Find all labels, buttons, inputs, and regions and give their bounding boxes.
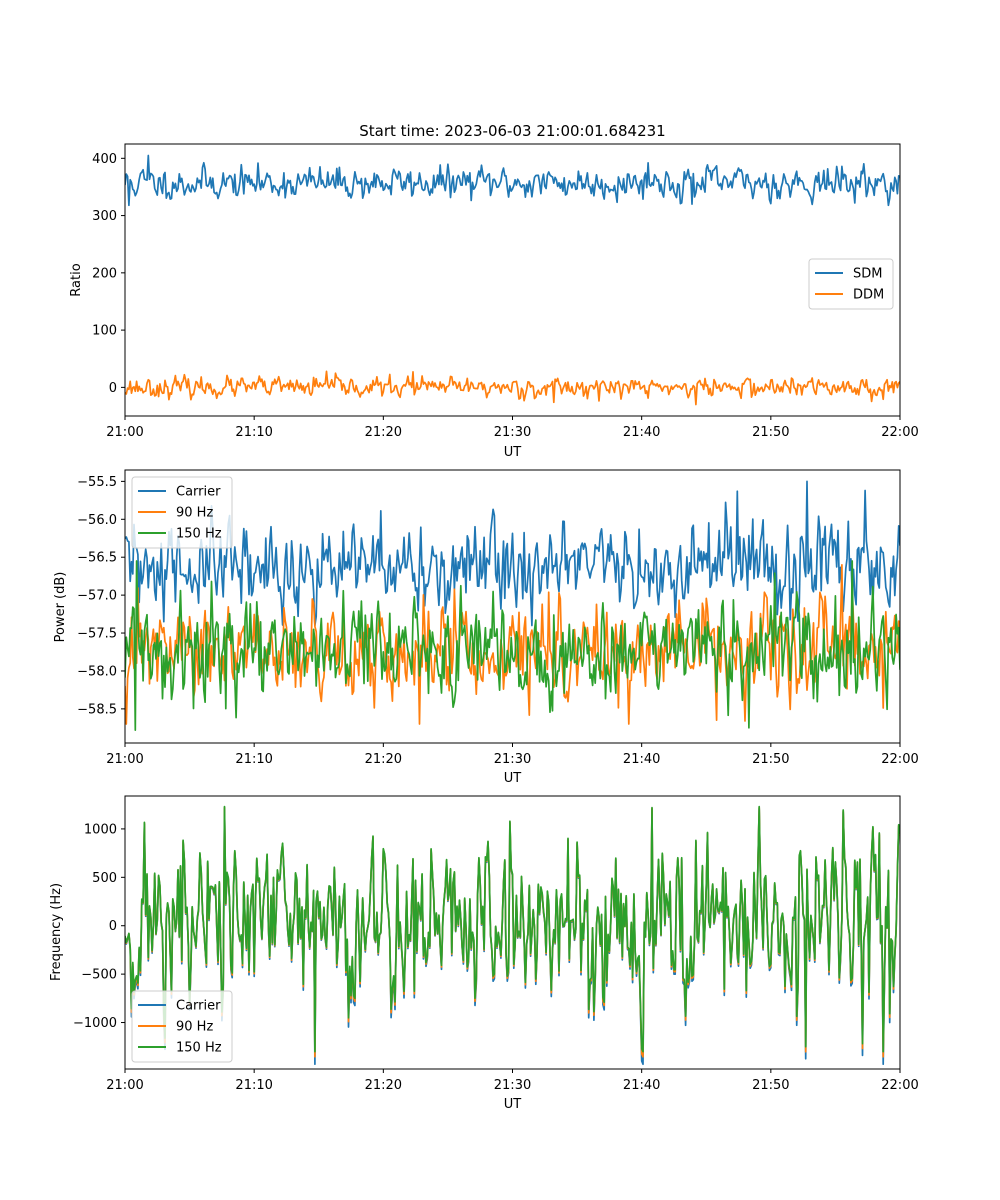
- x-tick-label: 21:50: [752, 752, 789, 767]
- x-tick-label: 21:50: [752, 1078, 789, 1093]
- plot-area-ratio: 21:00 21:10 21:20 21:30 21:40 21:50 22:00 0 100 2…: [92, 143, 919, 440]
- y-tick-label: −57.5: [77, 627, 117, 642]
- legend-box: [131, 990, 233, 1063]
- y-tick-label: 500: [92, 871, 117, 886]
- x-axis-label-ratio: UT: [504, 445, 522, 460]
- x-tick-label: 21:30: [494, 752, 531, 767]
- y-tick-label: −57.0: [77, 589, 117, 604]
- series-line-carrier: [125, 480, 900, 627]
- legend: SDM DDM: [808, 258, 894, 310]
- legend-label: Carrier: [176, 999, 221, 1014]
- y-axis-label-ratio: Ratio: [69, 263, 84, 296]
- legend-label: 150 Hz: [176, 527, 222, 542]
- legend-label: 90 Hz: [176, 1020, 213, 1035]
- plot-area-frequency: 21:00 21:10 21:20 21:30 21:40 21:50 22:00 −1000…: [73, 795, 919, 1093]
- x-tick-label: 21:20: [365, 1078, 402, 1093]
- legend: Carrier 90 Hz 150 Hz: [131, 990, 233, 1063]
- x-tick-label: 21:40: [623, 425, 660, 440]
- x-axis-label-frequency: UT: [504, 1097, 522, 1112]
- series-group: [125, 805, 900, 1066]
- y-tick-label: −500: [81, 968, 117, 983]
- legend-label: SDM: [853, 267, 882, 282]
- x-tick-label: 22:00: [881, 425, 918, 440]
- x-tick-label: 21:40: [623, 1078, 660, 1093]
- y-tick-label: 100: [92, 324, 117, 339]
- y-tick-label: −58.0: [77, 664, 117, 679]
- y-tick-label: −58.5: [77, 702, 117, 717]
- legend-box: [808, 258, 894, 310]
- x-tick-label: 21:10: [235, 752, 272, 767]
- y-tick-label: −1000: [73, 1016, 117, 1031]
- series-group: [125, 480, 900, 731]
- y-tick-label: 1000: [84, 822, 117, 837]
- series-line-150-hz: [125, 805, 900, 1053]
- series-line-90-hz: [125, 563, 900, 725]
- y-tick-label: 400: [92, 152, 117, 167]
- y-axis-label-power: Power (dB): [53, 572, 68, 643]
- panel-ratio: Start time: 2023-06-03 21:00:01.684231 2…: [69, 122, 919, 460]
- x-tick-label: 21:20: [365, 752, 402, 767]
- series-line-ddm: [125, 370, 900, 406]
- legend-label: 150 Hz: [176, 1041, 222, 1056]
- y-axis-label-frequency: Frequency (Hz): [49, 883, 64, 981]
- series-line-sdm: [125, 154, 900, 207]
- x-tick-label: 21:00: [106, 425, 143, 440]
- x-tick-label: 21:10: [235, 425, 272, 440]
- x-tick-label: 21:50: [752, 425, 789, 440]
- x-tick-label: 21:00: [106, 752, 143, 767]
- plot-area-power: 21:00 21:10 21:20 21:30 21:40 21:50 22:00 −58.5…: [77, 469, 919, 767]
- x-tick-label: 21:30: [494, 425, 531, 440]
- x-tick-label: 21:40: [623, 752, 660, 767]
- y-tick-label: 300: [92, 209, 117, 224]
- legend-label: Carrier: [176, 485, 221, 500]
- panel-power: 21:00 21:10 21:20 21:30 21:40 21:50 22:00 −58.5…: [53, 469, 919, 786]
- series-group: [125, 154, 900, 406]
- legend-box: [131, 476, 233, 549]
- x-tick-label: 22:00: [881, 1078, 918, 1093]
- chart-title: Start time: 2023-06-03 21:00:01.684231: [359, 122, 665, 140]
- x-tick-label: 21:20: [365, 425, 402, 440]
- x-axis-label-power: UT: [504, 771, 522, 786]
- y-tick-label: 200: [92, 266, 117, 281]
- y-tick-label: −56.5: [77, 551, 117, 566]
- series-line-150-hz: [125, 560, 900, 731]
- x-tick-label: 21:30: [494, 1078, 531, 1093]
- y-tick-label: 0: [109, 919, 117, 934]
- y-tick-label: −56.0: [77, 513, 117, 528]
- x-tick-label: 22:00: [881, 752, 918, 767]
- legend: Carrier 90 Hz 150 Hz: [131, 476, 233, 549]
- y-tick-label: 0: [109, 381, 117, 396]
- x-tick-label: 21:10: [235, 1078, 272, 1093]
- y-tick-label: −55.5: [77, 475, 117, 490]
- panel-frequency: 21:00 21:10 21:20 21:30 21:40 21:50 22:00 −1000…: [49, 795, 919, 1112]
- legend-label: DDM: [853, 288, 884, 303]
- legend-label: 90 Hz: [176, 506, 213, 521]
- x-tick-label: 21:00: [106, 1078, 143, 1093]
